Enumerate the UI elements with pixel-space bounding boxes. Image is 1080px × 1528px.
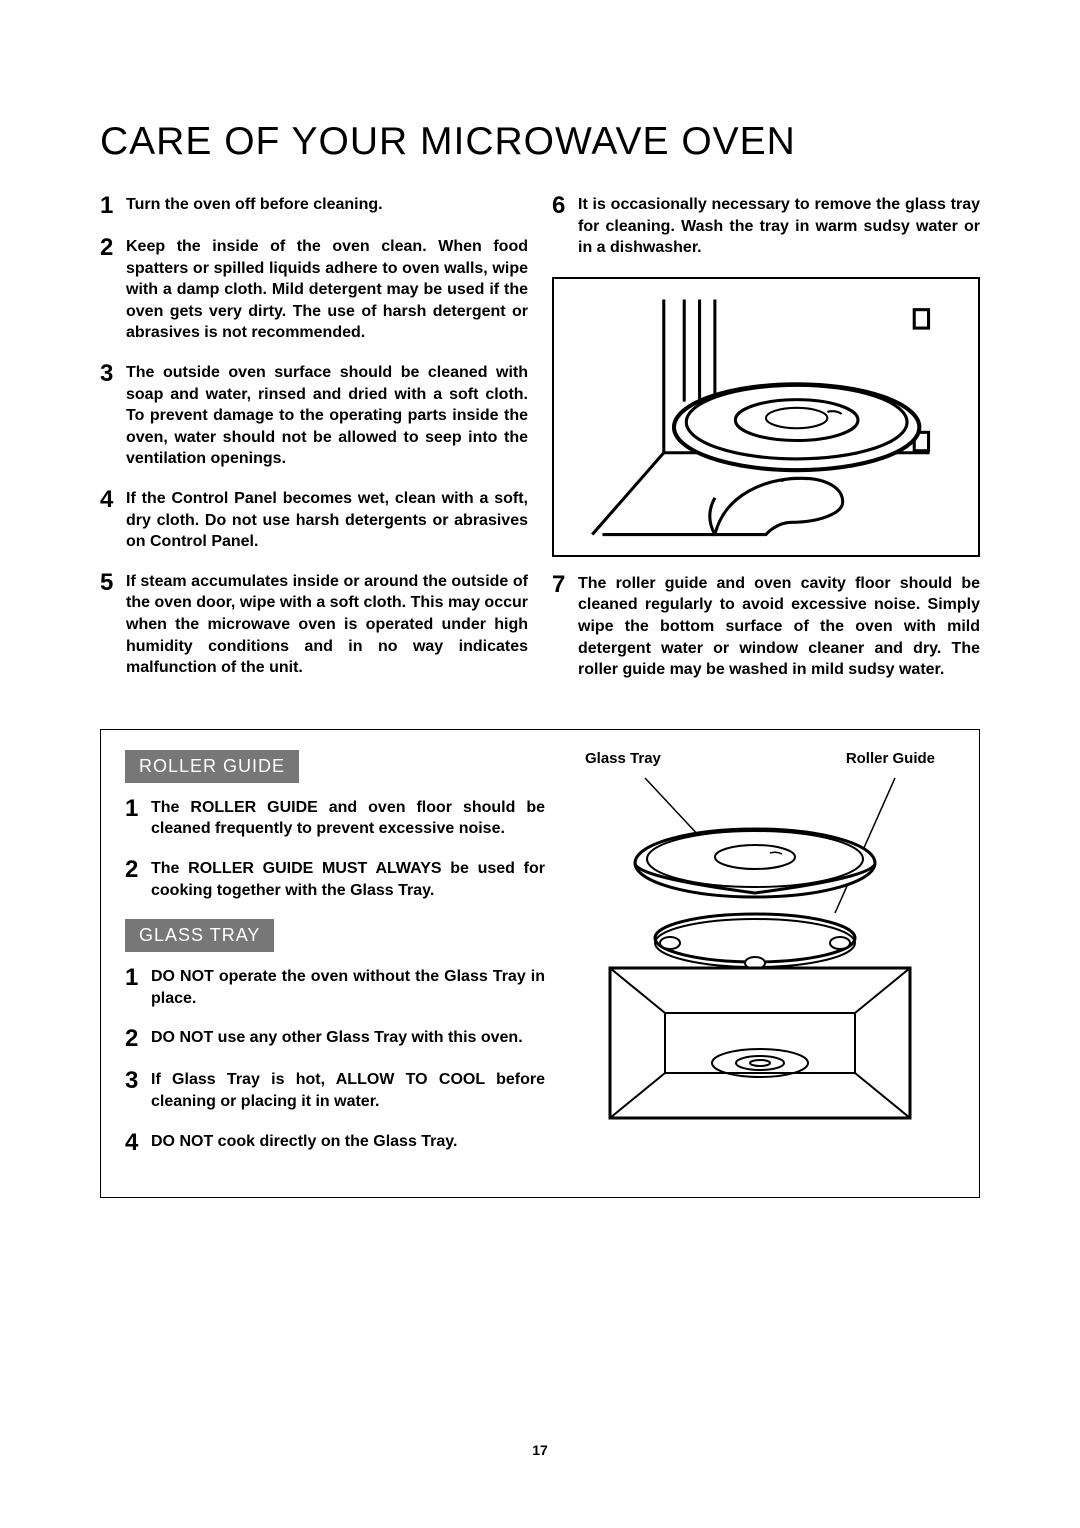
gt-item-1: 1 DO NOT operate the oven without the Gl… xyxy=(125,966,545,1009)
glass-tray-label: GLASS TRAY xyxy=(125,919,274,952)
microwave-interior-icon xyxy=(554,279,978,555)
item-number: 3 xyxy=(125,1069,151,1112)
cleaning-figure xyxy=(552,277,980,557)
left-column: 1 Turn the oven off before cleaning. 2 K… xyxy=(100,194,528,699)
item-number: 6 xyxy=(552,194,578,259)
item-text: Turn the oven off before cleaning. xyxy=(126,194,383,218)
item-7: 7 The roller guide and oven cavity floor… xyxy=(552,573,980,681)
item-text: The ROLLER GUIDE MUST ALWAYS be used for… xyxy=(151,858,545,901)
item-1: 1 Turn the oven off before cleaning. xyxy=(100,194,528,218)
item-5: 5 If steam accumulates inside or around … xyxy=(100,571,528,679)
item-number: 4 xyxy=(100,488,126,553)
boxed-section: ROLLER GUIDE 1 The ROLLER GUIDE and oven… xyxy=(100,729,980,1198)
page-title: CARE OF YOUR MICROWAVE OVEN xyxy=(100,120,980,164)
box-right: Glass Tray Roller Guide xyxy=(565,750,955,1173)
item-text: DO NOT operate the oven without the Glas… xyxy=(151,966,545,1009)
item-text: The outside oven surface should be clean… xyxy=(126,362,528,470)
item-number: 1 xyxy=(125,797,151,840)
roller-guide-label: ROLLER GUIDE xyxy=(125,750,299,783)
item-text: The roller guide and oven cavity floor s… xyxy=(578,573,980,681)
page-number: 17 xyxy=(0,1442,1080,1458)
gt-item-4: 4 DO NOT cook directly on the Glass Tray… xyxy=(125,1131,545,1155)
gt-item-2: 2 DO NOT use any other Glass Tray with t… xyxy=(125,1027,545,1051)
box-left: ROLLER GUIDE 1 The ROLLER GUIDE and oven… xyxy=(125,750,545,1173)
item-4: 4 If the Control Panel becomes wet, clea… xyxy=(100,488,528,553)
item-text: The ROLLER GUIDE and oven floor should b… xyxy=(151,797,545,840)
exploded-view-icon xyxy=(565,773,955,1133)
label-glass-tray: Glass Tray xyxy=(585,750,661,767)
main-columns: 1 Turn the oven off before cleaning. 2 K… xyxy=(100,194,980,699)
item-number: 7 xyxy=(552,573,578,681)
item-number: 1 xyxy=(125,966,151,1009)
item-number: 3 xyxy=(100,362,126,470)
right-column: 6 It is occasionally necessary to remove… xyxy=(552,194,980,699)
item-text: If steam accumulates inside or around th… xyxy=(126,571,528,679)
item-text: Keep the inside of the oven clean. When … xyxy=(126,236,528,344)
item-text: If Glass Tray is hot, ALLOW TO COOL befo… xyxy=(151,1069,545,1112)
item-number: 2 xyxy=(125,1027,151,1051)
item-text: DO NOT cook directly on the Glass Tray. xyxy=(151,1131,457,1155)
gt-item-3: 3 If Glass Tray is hot, ALLOW TO COOL be… xyxy=(125,1069,545,1112)
item-number: 5 xyxy=(100,571,126,679)
item-number: 1 xyxy=(100,194,126,218)
label-roller-guide: Roller Guide xyxy=(846,750,935,767)
item-number: 4 xyxy=(125,1131,151,1155)
item-number: 2 xyxy=(125,858,151,901)
rg-item-2: 2 The ROLLER GUIDE MUST ALWAYS be used f… xyxy=(125,858,545,901)
item-text: DO NOT use any other Glass Tray with thi… xyxy=(151,1027,523,1051)
item-2: 2 Keep the inside of the oven clean. Whe… xyxy=(100,236,528,344)
item-text: If the Control Panel becomes wet, clean … xyxy=(126,488,528,553)
item-6: 6 It is occasionally necessary to remove… xyxy=(552,194,980,259)
item-number: 2 xyxy=(100,236,126,344)
item-3: 3 The outside oven surface should be cle… xyxy=(100,362,528,470)
item-text: It is occasionally necessary to remove t… xyxy=(578,194,980,259)
rg-item-1: 1 The ROLLER GUIDE and oven floor should… xyxy=(125,797,545,840)
